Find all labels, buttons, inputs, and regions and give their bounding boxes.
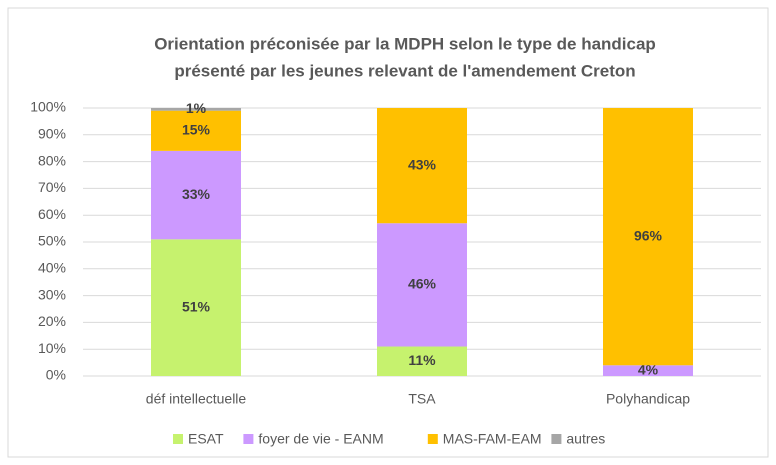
bar-segment: [377, 346, 467, 376]
data-label: 11%: [408, 352, 436, 368]
data-label: 4%: [638, 361, 659, 377]
legend-label: MAS-FAM-EAM: [443, 431, 542, 447]
legend-swatch: [427, 434, 438, 444]
bar-segment: [151, 108, 241, 111]
y-tick-label: 40%: [38, 260, 66, 276]
bar-segment: [151, 150, 241, 240]
bar-segment: [151, 110, 241, 151]
chart-title: présenté par les jeunes relevant de l'am…: [174, 61, 635, 80]
y-tick-label: 30%: [38, 286, 66, 302]
data-label: 96%: [634, 227, 663, 243]
data-label: 1%: [186, 100, 207, 116]
bar-segment: [151, 239, 241, 376]
bar-segment: [377, 223, 467, 347]
y-tick-label: 20%: [38, 313, 66, 329]
data-label: 43%: [408, 156, 437, 172]
y-tick-label: 10%: [38, 340, 66, 356]
data-label: 51%: [182, 298, 211, 314]
bar-segment: [377, 108, 467, 224]
bar-segment: [603, 365, 693, 376]
y-tick-label: 60%: [38, 206, 66, 222]
y-tick-label: 90%: [38, 126, 66, 142]
y-tick-label: 70%: [38, 179, 66, 195]
legend-swatch: [243, 434, 254, 444]
y-tick-label: 100%: [30, 99, 66, 115]
legend-swatch: [551, 434, 562, 444]
y-tick-label: 80%: [38, 152, 66, 168]
legend-label: foyer de vie - EANM: [258, 431, 383, 447]
chart-title: Orientation préconisée par la MDPH selon…: [154, 34, 656, 53]
y-tick-label: 50%: [38, 233, 66, 249]
bar-segment: [603, 108, 693, 366]
data-label: 15%: [182, 121, 211, 137]
x-tick-label: Polyhandicap: [606, 391, 690, 407]
legend-label: ESAT: [188, 431, 224, 447]
legend-label: autres: [566, 431, 605, 447]
data-label: 33%: [182, 186, 211, 202]
legend-swatch: [173, 434, 183, 444]
y-tick-label: 0%: [46, 367, 66, 383]
x-tick-label: TSA: [408, 391, 436, 407]
data-label: 46%: [408, 276, 437, 292]
x-tick-label: déf intellectuelle: [146, 391, 247, 407]
